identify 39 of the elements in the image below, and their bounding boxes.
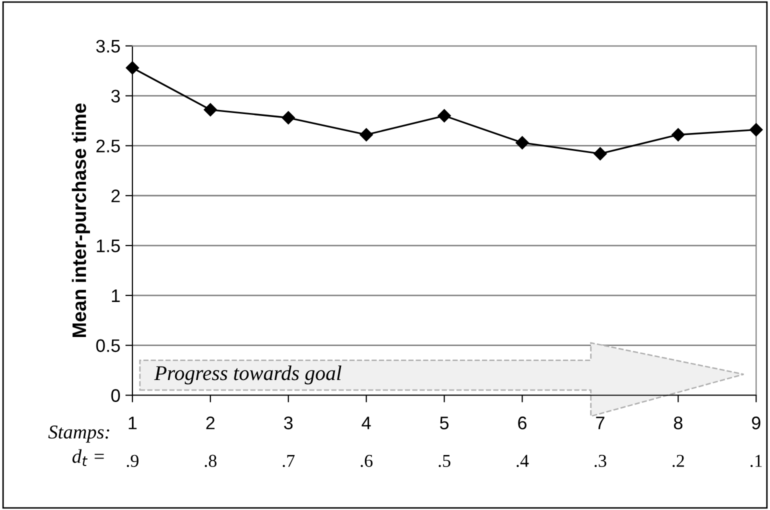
x2-tick-label: .8 (204, 454, 216, 468)
x2-tick-label: .6 (360, 454, 373, 468)
x2-tick-label: .2 (672, 454, 684, 468)
point (594, 147, 607, 160)
y-tick-label: 0.5 (96, 339, 120, 352)
y-tick-label: 0 (111, 389, 120, 402)
x-tick-label: 5 (440, 416, 449, 430)
point (204, 103, 217, 116)
annotation: Progress towards goal (154, 366, 342, 384)
x2-tick-label: .9 (126, 454, 138, 468)
point (360, 128, 373, 142)
point (126, 61, 140, 74)
x2-tick-label: .1 (750, 454, 762, 468)
point (282, 111, 295, 124)
y-tick-label: 1.5 (96, 240, 120, 252)
y-tick-label: 1 (112, 290, 120, 302)
point (516, 136, 529, 150)
y-tick-label: 3 (111, 90, 120, 103)
y-tick-label: 2.5 (96, 140, 120, 152)
x-axis-title: Stamps: (48, 426, 110, 443)
x2-tick-label: .4 (516, 454, 529, 468)
x-tick-label: 4 (362, 416, 371, 430)
x-tick-label: 9 (752, 416, 760, 430)
point (750, 123, 763, 136)
y-tick-label: 3.5 (96, 40, 120, 53)
x-tick-label: 7 (596, 416, 604, 430)
x-tick-label: 8 (674, 416, 682, 430)
point (438, 109, 451, 122)
x2-tick-label: .3 (594, 454, 606, 468)
x-tick-label: 3 (284, 416, 293, 430)
x-tick-label: 1 (128, 416, 137, 430)
x-tick-label: 6 (518, 416, 526, 430)
point (672, 128, 685, 142)
x-tick-label: 2 (206, 416, 215, 430)
y-tick-label: 2 (112, 190, 120, 202)
y-axis-title: Mean inter-purchase time (72, 103, 90, 338)
x2-tick-label: .5 (438, 454, 450, 468)
x2-axis-title: d$_{t}$ = (72, 449, 104, 466)
x2-tick-label: .7 (282, 454, 295, 468)
